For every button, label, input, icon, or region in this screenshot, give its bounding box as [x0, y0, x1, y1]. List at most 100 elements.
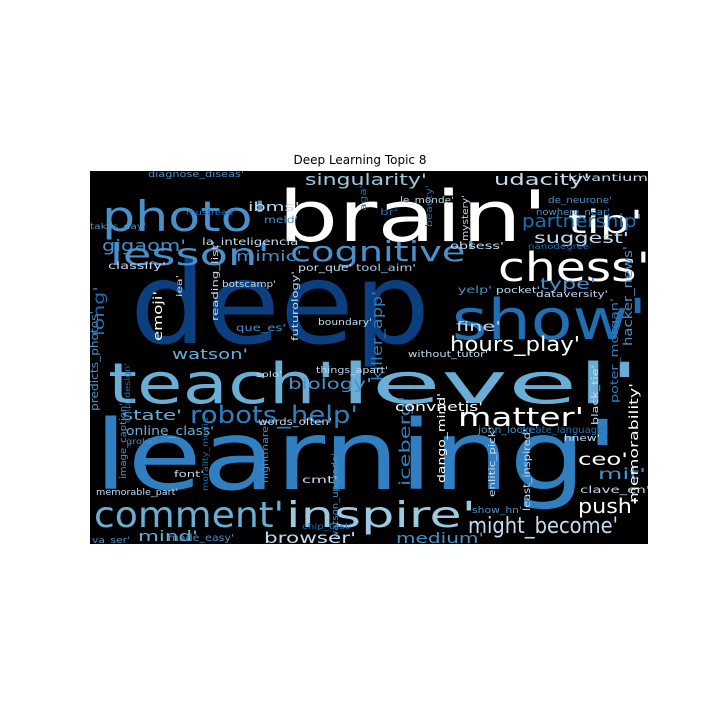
word-solo: solo' [256, 370, 282, 379]
word-suggest: suggest' [534, 229, 629, 247]
word-killer-app: killer_app' [370, 291, 386, 381]
word-boundary: boundary' [318, 318, 372, 328]
word-watson: watson' [172, 347, 248, 363]
word-udacity: udacity' [494, 171, 590, 189]
word-nightmare: nightmare' [261, 423, 271, 483]
word-la-inteligencia: la_inteligencia' [202, 237, 302, 248]
word-brain: brain' [278, 176, 548, 258]
word-de-neurone: de_neurone' [548, 196, 612, 206]
word-dataversity: dataversity' [536, 290, 608, 300]
word-partnership: partnership' [522, 211, 642, 232]
word-show: show' [452, 288, 647, 353]
word-inspire: inspire' [286, 495, 476, 536]
word-takes-day: takes_day' [90, 222, 146, 231]
word-singularity: singularity' [305, 171, 427, 189]
word-br: br' [380, 208, 398, 218]
word-matter: matter' [458, 403, 584, 433]
word-iea: iea' [175, 275, 184, 297]
word-pocket: pocket' [496, 286, 540, 296]
word-font: font' [174, 470, 204, 480]
word-things-apart: things_apart' [316, 366, 388, 376]
word-futurology: futurology' [291, 271, 301, 341]
word-words-often: words_often' [258, 417, 332, 428]
word-online-class: online_class' [126, 424, 214, 438]
word-chip-test: chip_test' [302, 522, 352, 531]
word-show-hn: show_hn' [472, 506, 522, 516]
word-poter-morgan: poter_morgan' [608, 298, 621, 403]
word-emoji: emoji' [151, 291, 165, 341]
word-cmt: cmt' [302, 475, 338, 486]
word-aga: aga' [359, 185, 369, 211]
word-without-tutor: without_tutor' [408, 350, 488, 360]
word-level: level' [340, 352, 640, 417]
word-least-inspired: least_inspired' [522, 429, 533, 511]
word-state: state' [122, 408, 182, 424]
word-robots-help: robots_help' [190, 401, 358, 429]
word-classify: classify' [108, 261, 166, 272]
word-hnew: hnew' [564, 434, 600, 444]
word-memorability: memorability' [627, 383, 641, 503]
word-mind: mind' [138, 529, 198, 544]
word-iceberg: iceberg' [396, 396, 414, 486]
word-deep: deep [130, 240, 430, 370]
word-john-locke: john_locke' [477, 425, 538, 436]
word-clave-en: clave_en' [580, 485, 648, 496]
word-tip: tip' [568, 203, 643, 241]
word-que-es: que_es' [236, 323, 286, 334]
word-diagnose-diseas: diagnose_diseas' [148, 171, 244, 180]
figure-title: Deep Learning Topic 8 [293, 153, 427, 167]
word-cognitive: cognitive' [290, 235, 476, 268]
word-botscamp: botscamp' [222, 280, 276, 290]
word-memorable-part: memorable_part' [96, 488, 178, 498]
word-hours-play: hours_play' [450, 332, 580, 356]
word-gigaom: gigaom' [102, 236, 186, 255]
word-might-become: might_become' [468, 514, 618, 539]
word-tool-aim: tool_aim' [356, 263, 416, 274]
word-browser: browser' [264, 529, 356, 544]
word-nowhere-near: nowhere_near' [536, 208, 610, 218]
word-black-tie: black_tie' [591, 365, 601, 425]
word-hacker-news: hacker_news' [621, 246, 635, 346]
word-reading-list: reading_list' [211, 241, 221, 321]
word-teach: teach' [108, 352, 336, 417]
word-push: push' [578, 494, 638, 518]
word-medium: medium' [396, 531, 484, 544]
word-image-caption: image_caption' [119, 403, 129, 479]
word-lesson: lesson' [110, 238, 270, 273]
word-obsess: obsess' [450, 241, 504, 252]
word-kivantium: kivantium [568, 173, 648, 184]
word-convnetjs: convnetjs' [395, 400, 483, 414]
word-biology: biology' [288, 375, 372, 393]
word-por-que: por_que' [298, 263, 352, 274]
word-ceo: ceo' [578, 450, 628, 470]
word-chess: chess' [498, 245, 648, 291]
word-comment: comment' [94, 495, 284, 536]
word-chip-design: chip_design' [123, 363, 132, 423]
word-cloud-background [90, 171, 648, 544]
word-mit: mit' [598, 465, 646, 483]
word-fine: fine' [456, 320, 501, 335]
word-dango-mind: dango_mind' [435, 393, 448, 483]
word-long: long' [90, 286, 108, 336]
word-mystery: mystery' [461, 195, 471, 241]
word-morality-media: morality_media' [201, 415, 210, 491]
word-ibms: ibms' [248, 200, 300, 214]
word-made-easy: made_easy' [168, 533, 234, 544]
word-type: type' [540, 275, 596, 293]
word-watson-upgrade: watson_upgrade' [331, 453, 341, 539]
word-le-monde: le_monde' [400, 196, 454, 206]
word-nanodegree: nanodegree' [528, 242, 592, 251]
word-photo: photo' [102, 192, 267, 241]
word-meld: meld' [264, 215, 298, 226]
word-mimic: mimic' [236, 249, 302, 265]
word-mustread: mustread' [186, 208, 236, 217]
word-learning: learning' [94, 400, 619, 512]
word-predicts-photos: predicts_photos' [90, 311, 101, 411]
word-enlitic-pick: enlitic_pick' [488, 427, 498, 497]
word-va-ser: va_ser' [92, 536, 130, 544]
word-yelp: yelp' [458, 285, 492, 296]
word-cloud-canvas: deep learning' brain' teach' level'show'ches… [90, 171, 648, 544]
word-grokk: grokk' [126, 437, 156, 446]
word-beauty: beauty' [425, 185, 435, 227]
word-create-language: create_language' [520, 425, 606, 436]
